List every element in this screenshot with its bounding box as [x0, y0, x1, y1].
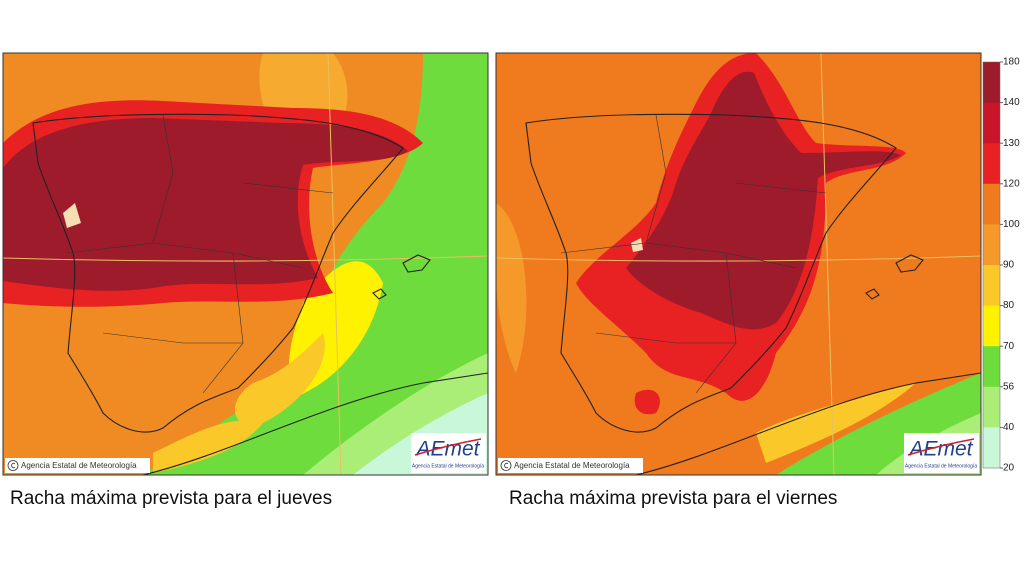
wind-area [756, 383, 916, 463]
legend-tick-label: 70 [1003, 341, 1015, 352]
coastline [525, 113, 897, 433]
map-layers [496, 53, 981, 475]
legend-tick-label: 120 [1003, 178, 1020, 189]
wind-area [153, 420, 263, 473]
parallel [3, 255, 488, 262]
logo-swoosh [414, 438, 482, 456]
legend-swatch [983, 305, 1000, 347]
coastline [372, 288, 387, 300]
copyright-box [5, 458, 150, 473]
legend-tick-label: 100 [1003, 219, 1020, 230]
meridian [327, 53, 342, 475]
map-caption: Racha máxima prevista para el viernes [509, 488, 837, 509]
coastline [32, 113, 404, 433]
meridian [820, 53, 835, 475]
wind-area [143, 53, 488, 475]
wind-area [631, 238, 643, 252]
map-caption: Racha máxima prevista para el jueves [10, 488, 332, 509]
legend-tick-label: 180 [1003, 57, 1020, 68]
copyright-text: Agencia Estatal de Meteorología [514, 461, 630, 470]
coastline [142, 372, 488, 475]
legend-swatch [983, 102, 1000, 144]
legend-swatch [983, 62, 1000, 104]
legend-tick-label: 90 [1003, 260, 1015, 271]
legend-swatch [983, 265, 1000, 307]
wind-area [626, 71, 901, 330]
wind-area [3, 118, 408, 291]
region-borders [67, 114, 334, 394]
map-frame [495, 52, 982, 476]
legend-swatch [983, 427, 1000, 469]
logo-subtitle: Agencia Estatal de Meteorología [412, 463, 484, 469]
wind-area [234, 333, 325, 425]
logo-swoosh [907, 438, 975, 456]
wind-area [634, 389, 660, 415]
copyright-icon [500, 460, 512, 471]
legend-swatch [983, 143, 1000, 185]
legend-tick-label: 130 [1003, 138, 1020, 149]
coastline [635, 372, 981, 475]
legend-swatch [983, 346, 1000, 388]
logo: AEmet [414, 438, 480, 461]
legend-swatch [983, 224, 1000, 266]
copyright-icon [504, 462, 509, 469]
map-layers [3, 53, 488, 475]
legend-tick-label: 140 [1003, 97, 1020, 108]
weather-map: Agencia Estatal de Meteorología AEmet Agen… [495, 52, 982, 476]
map-frame [2, 52, 489, 476]
logo-subtitle: Agencia Estatal de Meteorología [905, 463, 977, 469]
legend-tick-label: 40 [1003, 422, 1015, 433]
logo: AEmet [907, 438, 973, 461]
legend-swatch [983, 183, 1000, 225]
legend-tick-label: 56 [1003, 381, 1015, 392]
copyright-icon [7, 460, 19, 471]
parallel [496, 255, 981, 262]
coastline [865, 288, 880, 300]
weather-map: Agencia Estatal de Meteorología AEmet Agen… [2, 52, 489, 476]
copyright-text: Agencia Estatal de Meteorología [21, 461, 137, 470]
legend-swatch [983, 386, 1000, 428]
copyright-icon [11, 462, 16, 469]
coastline [402, 254, 431, 273]
region-borders [560, 114, 827, 394]
legend: 180 140 130 120 100 90 80 70 56 40 20 [982, 57, 1020, 474]
legend-tick-label: 80 [1003, 300, 1015, 311]
copyright-box [498, 458, 643, 473]
wind-area [496, 203, 527, 373]
coastline [895, 254, 924, 273]
legend-tick-label: 20 [1003, 463, 1015, 474]
wind-area [63, 203, 81, 228]
